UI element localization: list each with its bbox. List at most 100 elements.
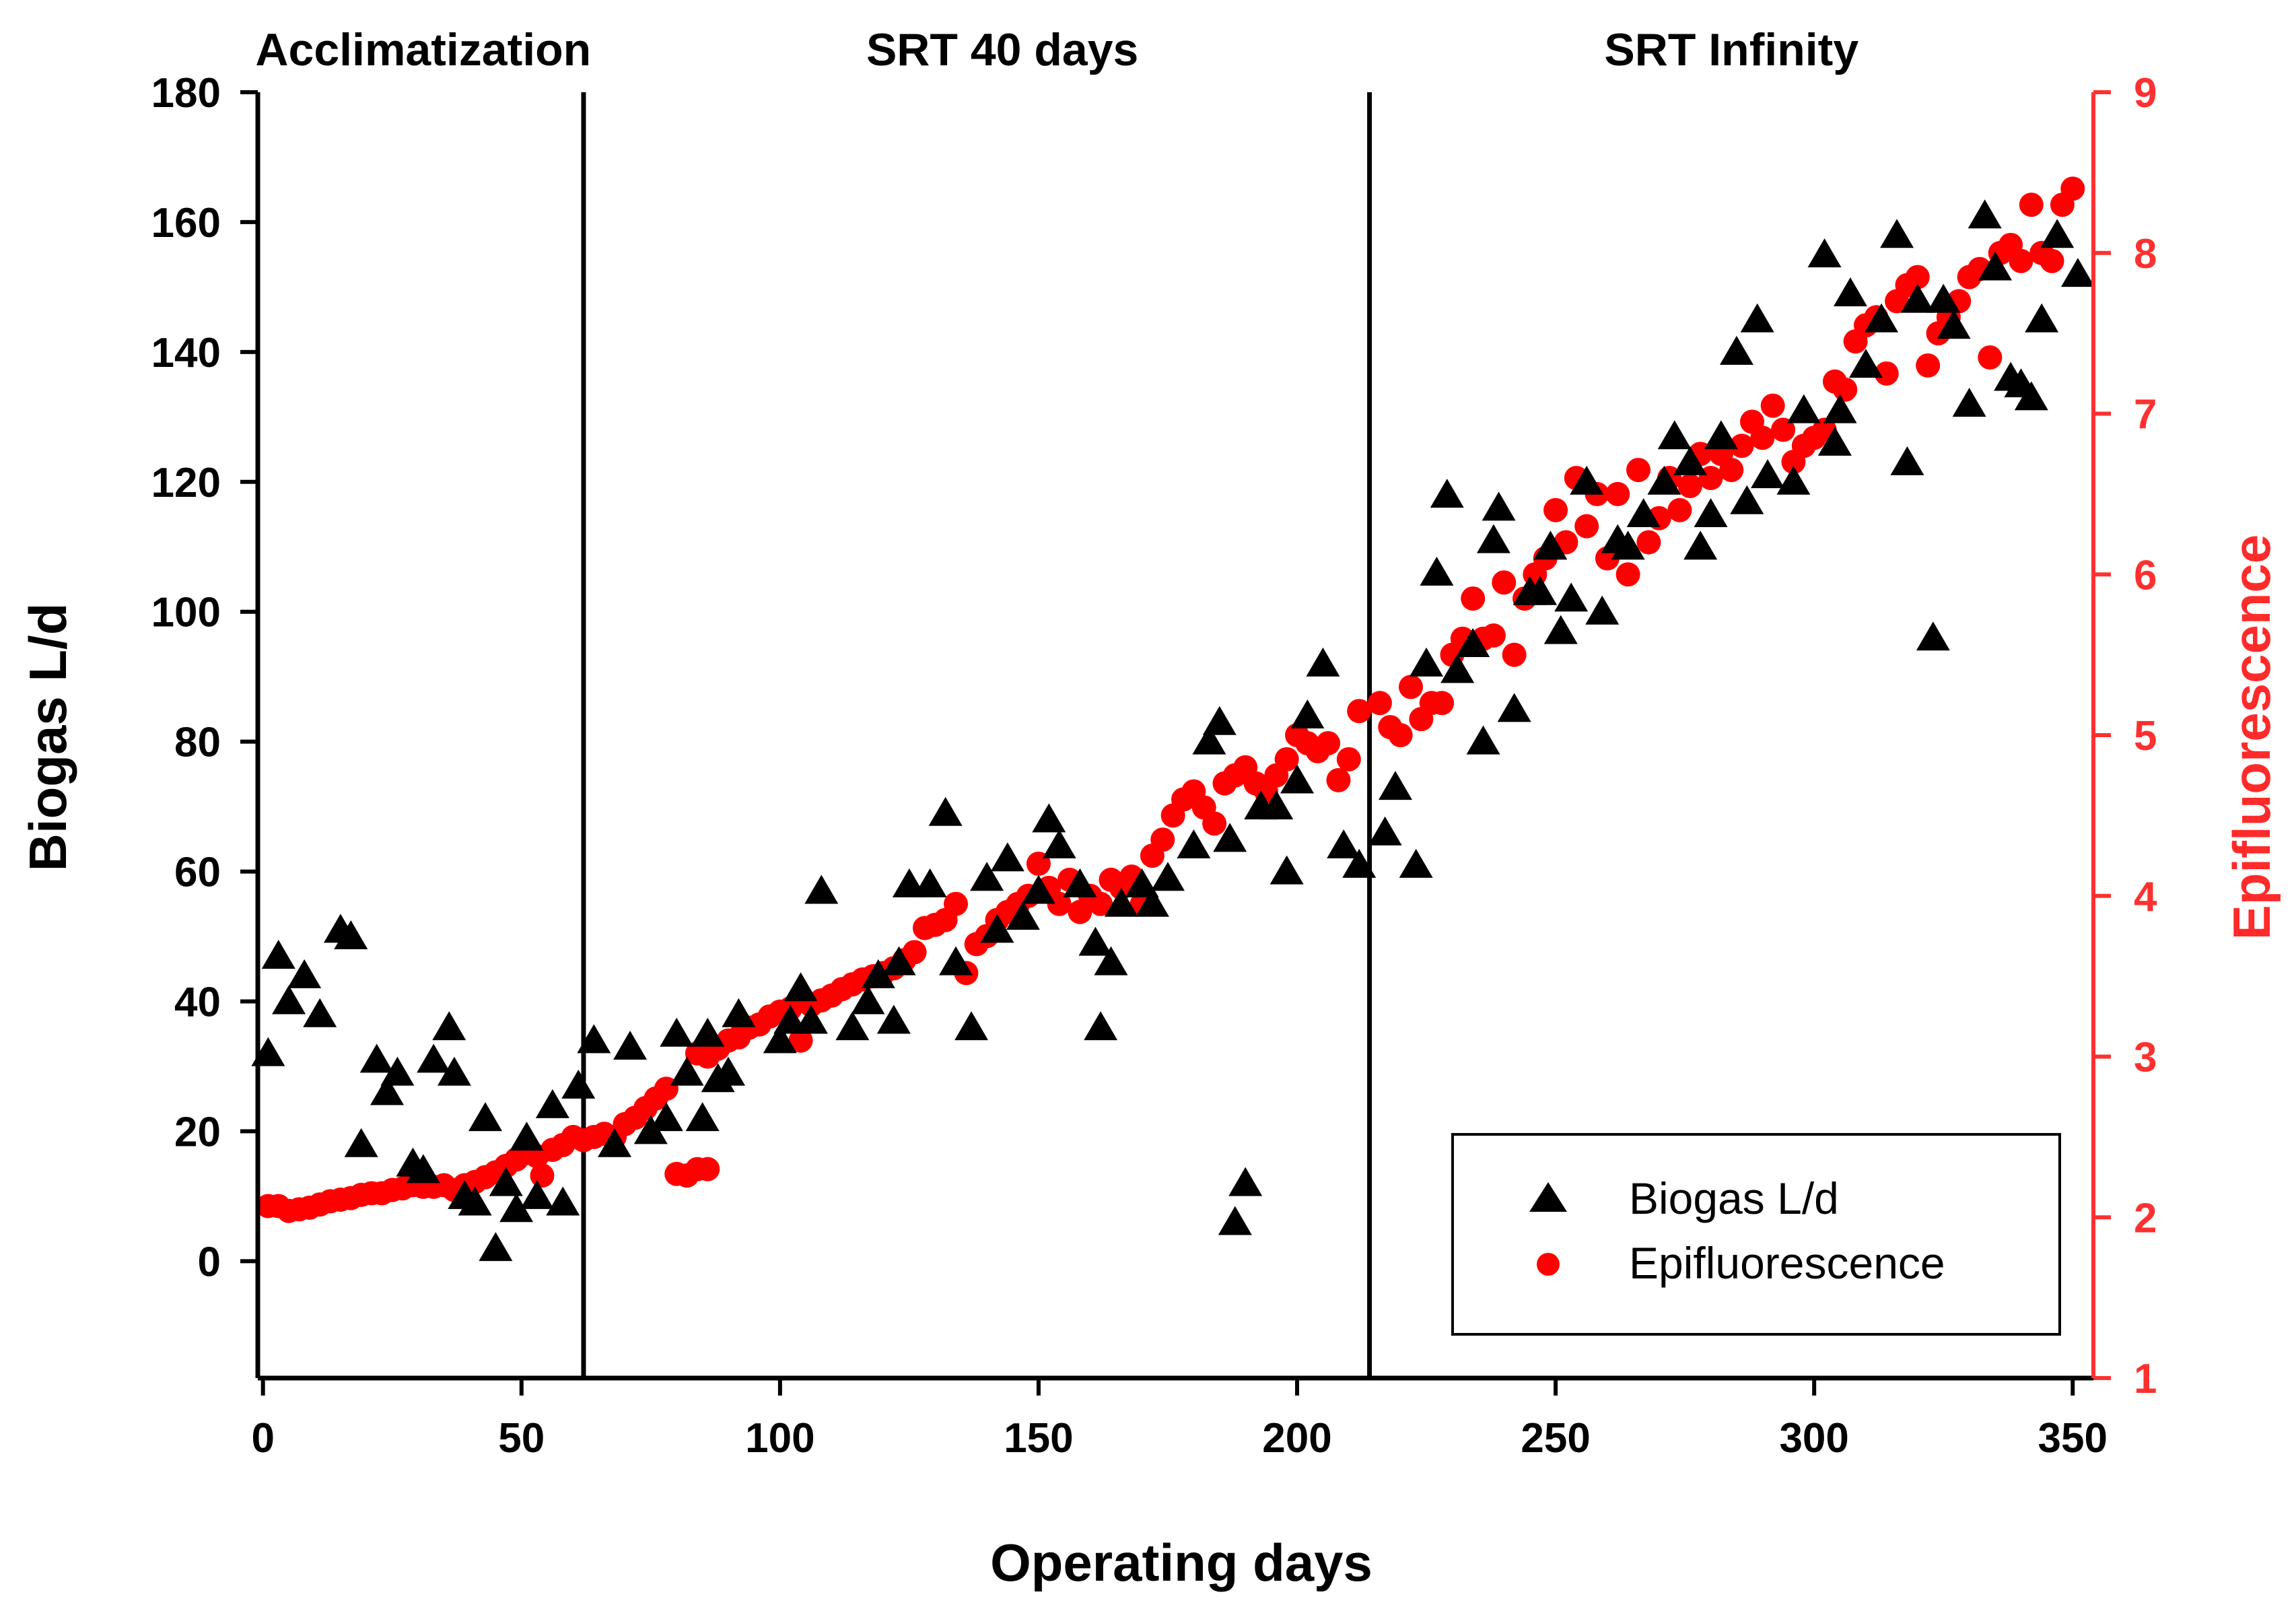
epifluorescence-point bbox=[1461, 586, 1486, 611]
biogas-point bbox=[437, 1056, 471, 1086]
y-tick-label: 160 bbox=[151, 200, 221, 246]
x-tick-label: 250 bbox=[1521, 1415, 1590, 1462]
biogas-point bbox=[468, 1102, 502, 1132]
epifluorescence-point bbox=[1667, 498, 1692, 522]
biogas-point bbox=[1032, 803, 1066, 833]
biogas-point bbox=[970, 862, 1004, 891]
y2-tick-label: 9 bbox=[2134, 70, 2157, 116]
epifluorescence-point bbox=[2040, 248, 2064, 273]
biogas-point bbox=[980, 914, 1014, 943]
legend-label-biogas: Biogas L/d bbox=[1629, 1173, 1839, 1223]
biogas-point bbox=[1817, 426, 1852, 456]
biogas-point bbox=[1740, 303, 1774, 333]
biogas-point bbox=[660, 1017, 694, 1047]
biogas-point bbox=[1900, 283, 1935, 313]
biogas-point bbox=[1466, 725, 1500, 755]
biogas-point bbox=[1585, 595, 1620, 625]
biogas-point bbox=[598, 1128, 632, 1157]
biogas-point bbox=[1177, 829, 1211, 858]
biogas-point bbox=[2014, 381, 2048, 411]
legend-box bbox=[1451, 1133, 2061, 1336]
biogas-point bbox=[1776, 465, 1811, 495]
biogas-point bbox=[939, 946, 973, 975]
biogas-point bbox=[1751, 459, 1785, 489]
biogas-point bbox=[1150, 862, 1185, 891]
biogas-point bbox=[479, 1232, 513, 1262]
biogas-point bbox=[913, 868, 947, 897]
epifluorescence-point bbox=[1729, 434, 1754, 458]
epifluorescence-point bbox=[2019, 193, 2044, 217]
biogas-point bbox=[990, 842, 1024, 872]
epifluorescence-point bbox=[1574, 514, 1599, 539]
y2-tick-label: 6 bbox=[2134, 552, 2157, 598]
biogas-point bbox=[1006, 901, 1040, 930]
phase-label-2: SRT 40 days bbox=[866, 24, 1138, 75]
biogas-point bbox=[1533, 530, 1568, 560]
epifluorescence-point bbox=[1916, 353, 1941, 378]
y-tick-label: 180 bbox=[151, 70, 221, 116]
biogas-point bbox=[535, 1089, 569, 1118]
axis-ticks: 0 50 100 150 200 250 300 350 0 20 40 60 80 100 120 140 1… bbox=[151, 70, 2157, 1462]
biogas-point bbox=[1673, 446, 1707, 475]
x-tick-label: 100 bbox=[745, 1415, 814, 1462]
epifluorescence-point bbox=[1274, 747, 1299, 772]
biogas-point bbox=[1916, 621, 1950, 651]
epifluorescence-point bbox=[1677, 473, 1702, 498]
epifluorescence-point bbox=[1615, 562, 1640, 587]
biogas-point bbox=[334, 920, 368, 950]
epifluorescence-point bbox=[1502, 642, 1527, 667]
x-tick-label: 0 bbox=[251, 1415, 274, 1462]
legend-label-epifluorescence: Epifluorescence bbox=[1629, 1238, 1945, 1288]
biogas-point bbox=[546, 1186, 580, 1216]
biogas-point bbox=[685, 1102, 720, 1132]
x-axis-title: Operating days bbox=[990, 1533, 1372, 1592]
biogas-point bbox=[784, 972, 818, 1002]
biogas-point bbox=[1694, 498, 1728, 528]
biogas-point bbox=[1926, 283, 1961, 313]
y-tick-label: 80 bbox=[174, 720, 221, 766]
epifluorescence-point bbox=[2009, 248, 2033, 273]
biogas-point bbox=[577, 1024, 611, 1054]
y-tick-label: 40 bbox=[174, 980, 221, 1026]
epifluorescence-point bbox=[2060, 176, 2085, 201]
biogas-point bbox=[1730, 485, 1764, 514]
biogas-point bbox=[406, 1154, 440, 1184]
biogas-point bbox=[1611, 530, 1645, 560]
x-tick-label: 50 bbox=[498, 1415, 545, 1462]
biogas-point bbox=[344, 1128, 378, 1157]
biogas-point bbox=[1554, 582, 1589, 612]
y-tick-label: 140 bbox=[151, 330, 221, 376]
biogas-point bbox=[1327, 829, 1361, 858]
biogas-point bbox=[649, 1102, 683, 1132]
epifluorescence-point bbox=[1626, 458, 1651, 483]
epifluorescence-point bbox=[1905, 265, 1930, 289]
biogas-point bbox=[272, 985, 306, 1015]
biogas-point bbox=[1497, 693, 1531, 722]
biogas-point bbox=[670, 1056, 704, 1086]
biogas-point bbox=[1543, 615, 1578, 644]
biogas-point bbox=[261, 939, 295, 969]
phase-dividers bbox=[581, 92, 1372, 1378]
epifluorescence-point bbox=[1481, 623, 1506, 648]
biogas-point bbox=[1833, 277, 1867, 307]
epifluorescence-point bbox=[1605, 481, 1630, 506]
plot-points bbox=[251, 176, 2095, 1262]
epifluorescence-point bbox=[1367, 691, 1392, 716]
biogas-point bbox=[1063, 868, 1097, 897]
epifluorescence-point bbox=[1388, 723, 1413, 747]
biogas-point bbox=[417, 1043, 451, 1073]
biogas-point bbox=[1078, 926, 1113, 956]
phase-label-3: SRT Infinity bbox=[1604, 24, 1858, 75]
biogas-point bbox=[1952, 388, 1986, 417]
biogas-point bbox=[1410, 647, 1444, 677]
biogas-point bbox=[861, 959, 895, 988]
epifluorescence-point bbox=[1874, 361, 1899, 386]
biogas-point bbox=[1849, 349, 1883, 378]
epifluorescence-point bbox=[1719, 458, 1744, 483]
biogas-point bbox=[1269, 855, 1304, 885]
y2-tick-label: 3 bbox=[2134, 1035, 2157, 1081]
epifluorescence-point bbox=[1326, 767, 1351, 792]
biogas-point bbox=[370, 1076, 405, 1105]
biogas-point bbox=[835, 1011, 870, 1041]
